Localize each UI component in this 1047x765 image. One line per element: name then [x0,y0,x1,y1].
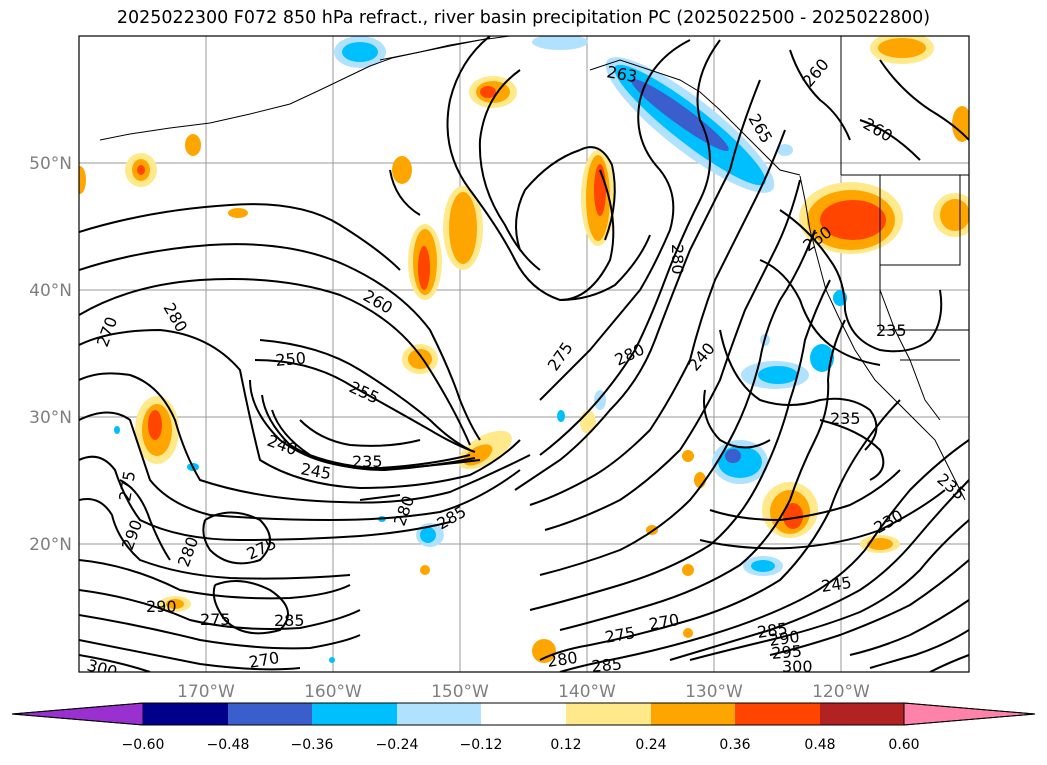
colorbar-segment [397,703,481,725]
colorbar-segment [312,703,397,725]
lat-label-50n: 50°N [29,154,72,174]
contour-label: 275 [200,610,231,629]
colorbar-under-triangle [11,702,144,726]
contour-label: 290 [146,597,177,616]
lon-label-150w: 150°W [431,682,489,702]
refractivity-contours [79,36,969,672]
map-frame [78,35,970,673]
colorbar-tick-label: −0.60 [122,737,165,753]
contour-label: 235 [876,321,907,340]
colorbar-tick-label: −0.12 [460,737,503,753]
contour-label: 300 [782,657,813,676]
colorbar-segment [566,703,651,725]
contour-label: 280 [546,648,579,671]
colorbar-tick-label: −0.36 [291,737,334,753]
colorbar-segment [481,703,566,725]
colorbar-tick-label: 0.60 [888,737,919,753]
contour-label: 235 [352,452,383,471]
precip-positive-anomalies [79,36,969,663]
lon-label-130w: 130°W [685,682,743,702]
colorbar-segment [820,703,904,725]
colorbar-segment [735,703,820,725]
colorbar-tick-label: 0.48 [804,737,835,753]
contour-label: 235 [830,409,861,428]
map-title: 2025022300 F072 850 hPa refract., river … [116,8,931,28]
contour-label: 285 [756,619,789,642]
colorbar-segment [143,703,228,725]
lon-label-170w: 170°W [177,682,235,702]
contour-label: 285 [591,654,623,676]
lon-label-160w: 160°W [304,682,362,702]
longitude-labels: 170°W 160°W 150°W 140°W 130°W 120°W [177,682,870,702]
contour-label: 285 [274,611,305,630]
contour-label: 245 [820,573,853,596]
colorbar-tick-label: 0.12 [550,737,581,753]
contour-label: 295 [771,641,803,663]
contour-label: 280 [668,244,687,275]
colorbar: −0.60 −0.48 −0.36 −0.24 −0.12 0.12 0.24 … [11,702,1036,753]
lat-label-20n: 20°N [29,535,72,555]
lat-label-40n: 40°N [29,281,72,301]
contour-label: 250 [275,348,307,370]
lon-label-120w: 120°W [812,682,870,702]
lon-label-140w: 140°W [558,682,616,702]
colorbar-segment [228,703,312,725]
colorbar-tick-label: −0.24 [376,737,419,753]
colorbar-tick-label: 0.24 [635,737,666,753]
latitude-labels: 50°N 40°N 30°N 20°N [29,154,72,555]
contour-label: 290 [768,627,801,650]
colorbar-tick-label: −0.48 [207,737,250,753]
coastlines [99,36,969,501]
colorbar-segment [651,703,735,725]
lat-label-30n: 30°N [29,408,72,428]
colorbar-tick-label: 0.36 [719,737,750,753]
colorbar-over-triangle [903,702,1036,726]
